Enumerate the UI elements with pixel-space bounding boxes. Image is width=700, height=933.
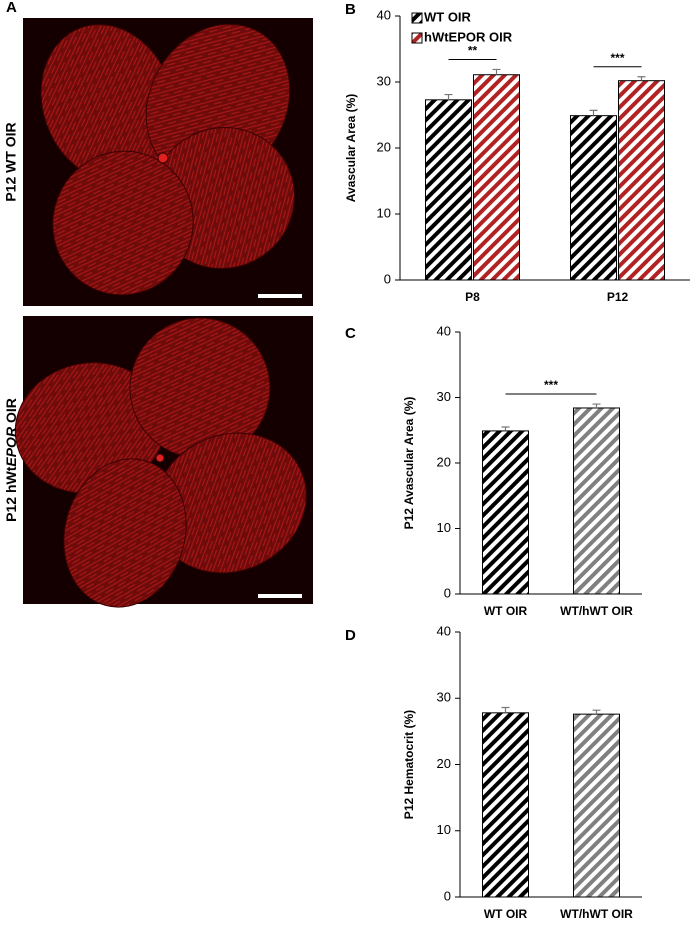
y-tick-label: 0 [444,585,451,600]
label-part: EPOR [3,426,19,467]
y-axis-label: Avascular Area (%) [344,94,358,203]
micrograph [23,18,313,306]
image-label: P12 hWtEPOR OIR [3,398,19,522]
y-tick-label: 20 [437,454,451,469]
error-bar [501,706,510,713]
panel-label: C [345,325,356,342]
error-bar [592,709,601,715]
y-tick-label: 30 [437,690,451,705]
x-tick-label: WT OIR [484,907,528,921]
micrograph [14,316,313,608]
bar [482,430,529,595]
panel-label: D [345,627,356,644]
x-tick-label: P8 [465,290,480,304]
error-bar [444,93,453,100]
y-tick-label: 30 [377,73,391,88]
bar [573,713,620,898]
y-tick-label: 0 [444,888,451,903]
legend-swatch [411,32,423,44]
y-tick-label: 40 [437,323,451,338]
y-tick-label: 10 [437,822,451,837]
legend-label: WT OIR [424,9,472,24]
y-axis-label: P12 Avascular Area (%) [402,397,416,530]
significance-label: ** [468,44,478,58]
error-bar [501,426,510,431]
bar [425,99,472,281]
significance-label: *** [610,51,624,65]
x-tick-label: WT/hWT OIR [560,604,633,618]
image-label: P12 WT OIR [3,122,19,201]
y-tick-label: 40 [437,623,451,638]
error-bar [637,76,646,81]
bar [570,115,617,281]
bar [473,74,520,281]
error-bar [492,68,501,75]
legend-swatch [411,12,423,24]
panel-label: B [345,1,356,18]
y-axis-label: P12 Hematocrit (%) [402,710,416,819]
x-tick-label: WT/hWT OIR [560,907,633,921]
error-bar [592,403,601,408]
y-tick-label: 30 [437,389,451,404]
y-tick-label: 20 [377,139,391,154]
significance-label: *** [544,378,558,392]
error-bar [589,109,598,116]
bar [573,407,620,595]
label-part: P12 hWt [3,466,19,522]
x-tick-label: WT OIR [484,604,528,618]
y-tick-label: 20 [437,756,451,771]
x-tick-label: P12 [607,290,629,304]
panel-label: A [6,0,17,16]
y-tick-label: 10 [377,205,391,220]
legend-label: hWtEPOR OIR [424,29,513,44]
y-tick-label: 10 [437,520,451,535]
bar [618,80,665,281]
bar [482,712,529,898]
y-tick-label: 40 [377,7,391,22]
y-tick-label: 0 [384,271,391,286]
label-part: OIR [3,398,19,427]
